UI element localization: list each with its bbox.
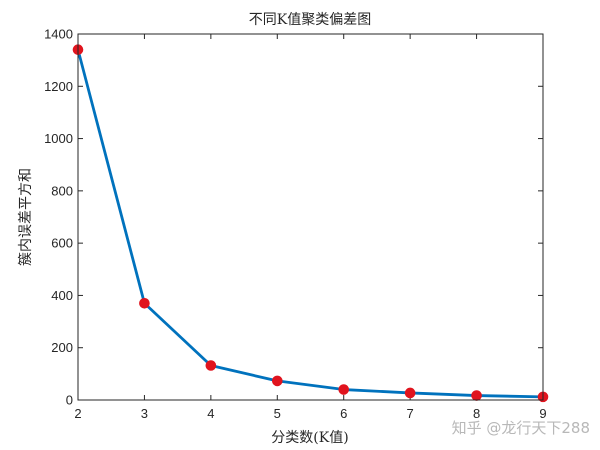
data-point xyxy=(205,360,217,371)
x-axis-ticks: 2 3 4 5 6 7 8 9 xyxy=(74,34,547,421)
axes-box xyxy=(77,33,544,401)
x-tick-label: 6 xyxy=(340,406,347,421)
x-tick-label: 2 xyxy=(74,406,81,421)
x-tick-label: 5 xyxy=(274,406,281,421)
x-tick-label: 4 xyxy=(207,406,214,421)
x-tick-label: 9 xyxy=(539,406,546,421)
data-point xyxy=(404,387,416,399)
chart-title: 不同K值聚类偏差图 xyxy=(249,12,371,28)
y-tick-label: 0 xyxy=(66,393,73,408)
watermark: 知乎 @龙行天下288 xyxy=(452,419,590,437)
data-point xyxy=(338,384,350,395)
series-line xyxy=(76,49,544,399)
y-axis-ticks: 0 200 400 600 800 1000 1200 1400 xyxy=(44,27,543,408)
y-tick-label: 1000 xyxy=(44,131,73,146)
data-point xyxy=(471,390,482,401)
y-tick-label: 600 xyxy=(51,236,73,251)
y-tick-label: 400 xyxy=(51,288,73,303)
y-tick-label: 1400 xyxy=(44,27,73,42)
x-tick-label: 3 xyxy=(141,406,148,421)
data-point xyxy=(271,375,283,387)
y-tick-label: 1200 xyxy=(44,79,73,94)
y-axis-title: 簇内误差平方和 xyxy=(18,168,34,266)
x-axis-title: 分类数(K值) xyxy=(271,430,348,446)
data-point xyxy=(139,297,150,309)
y-tick-label: 800 xyxy=(51,183,73,198)
x-tick-label: 8 xyxy=(473,406,480,421)
y-tick-label: 200 xyxy=(51,340,73,355)
x-tick-label: 7 xyxy=(407,406,414,421)
plot-area xyxy=(78,34,543,400)
